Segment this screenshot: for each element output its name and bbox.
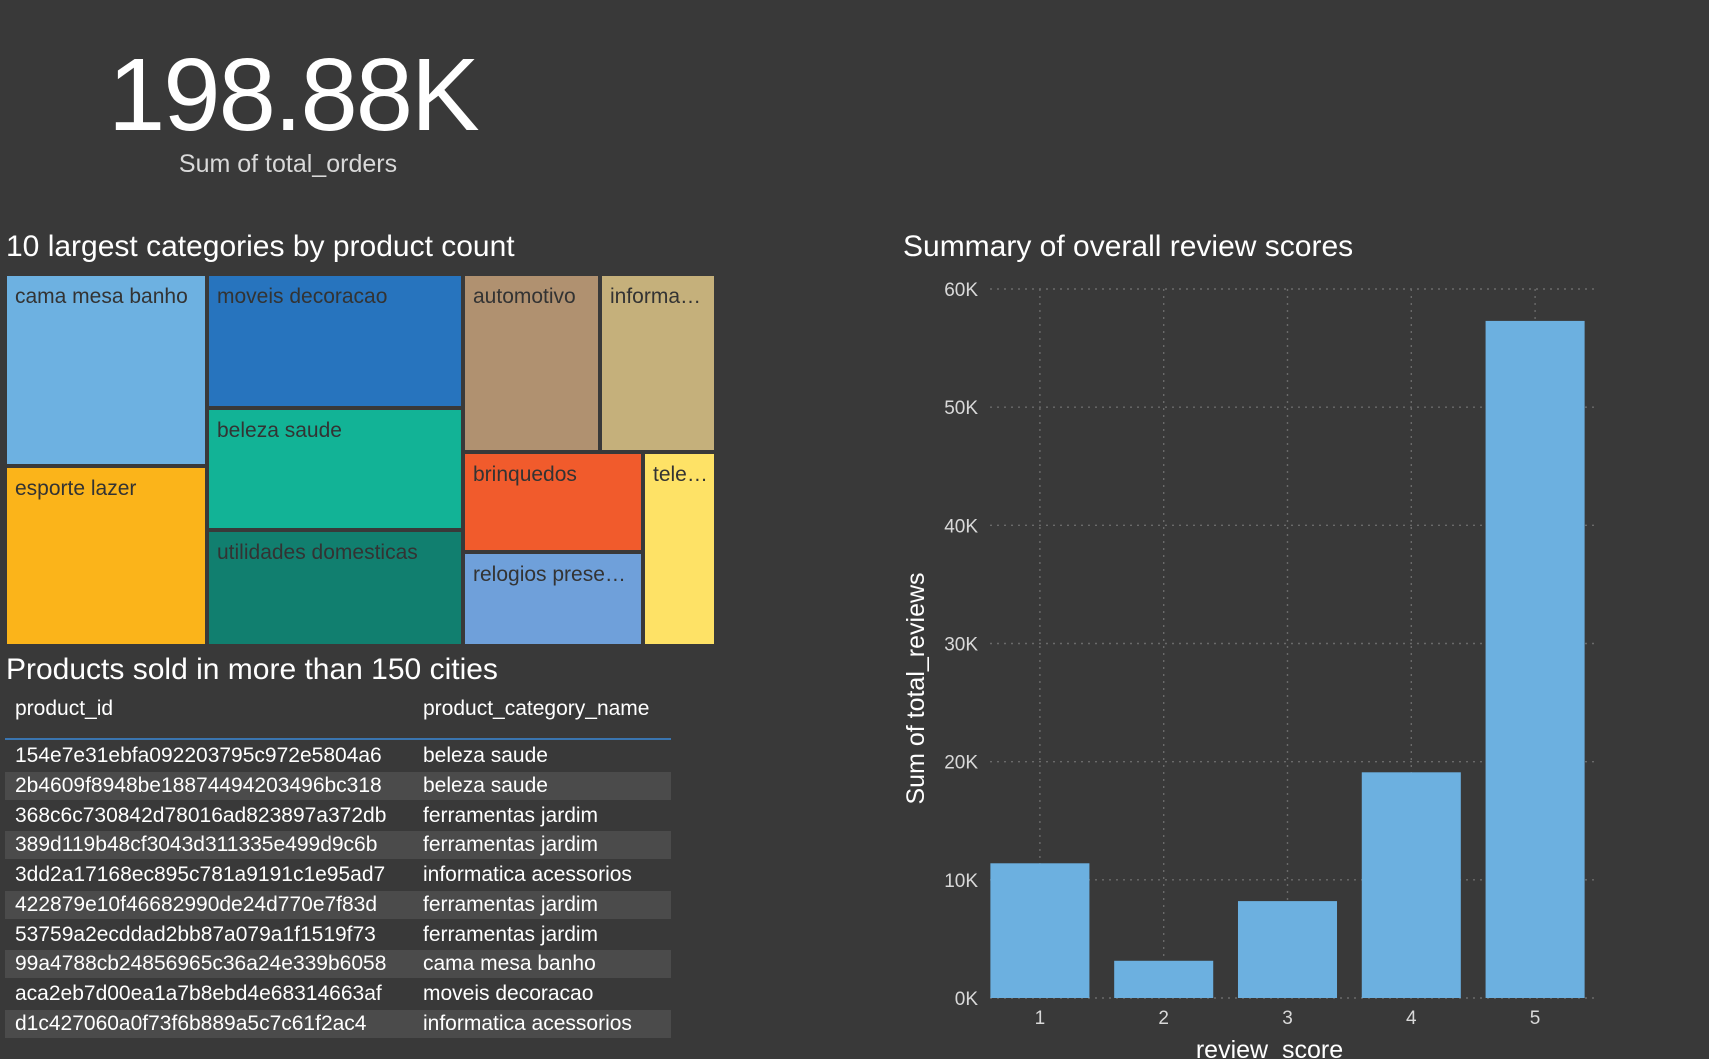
review-score-bar-chart: 0K 10K 20K 30K 40K 50K 60K 1 2 3 4 5 Sum of total_… <box>902 280 1599 1059</box>
table-row[interactable]: 99a4788cb24856965c36a24e339b6058 cama mes… <box>5 950 671 979</box>
x-axis-title: review_score <box>1196 1036 1343 1059</box>
treemap-tile-label: tele… <box>653 463 708 486</box>
cell-category: moveis decoracao <box>423 982 594 1005</box>
treemap-tile-label: informa… <box>610 285 702 308</box>
table-row[interactable]: 154e7e31ebfa092203795c972e5804a6 beleza s… <box>5 742 671 770</box>
x-tick-label: 1 <box>1035 1008 1046 1029</box>
table-row[interactable]: 422879e10f46682990de24d770e7f83d ferramen… <box>5 890 671 919</box>
cell-product-id: 3dd2a17168ec895c781a9191c1e95ad7 <box>15 863 386 886</box>
kpi-value: 198.88K <box>108 37 480 152</box>
cell-category: ferramentas jardim <box>423 803 599 827</box>
chart-bars <box>990 320 1585 998</box>
treemap-tile[interactable]: informa… <box>600 274 716 452</box>
cell-product-id: 389d119b48cf3043d311335e499d9c6b <box>15 833 378 857</box>
y-tick-label: 30K <box>944 635 978 656</box>
column-header-category[interactable]: product_category_name <box>423 697 650 720</box>
cell-category: beleza saude <box>423 773 548 797</box>
treemap-title: 10 largest categories by product count <box>6 230 515 263</box>
table-row[interactable]: d1c427060a0f73f6b889a5c7c61f2ac4 informat… <box>5 1009 671 1038</box>
treemap-tile-label: utilidades domesticas <box>217 541 418 564</box>
treemap-tile[interactable]: relogios prese… <box>463 552 643 646</box>
treemap-tile-label: cama mesa banho <box>15 285 188 308</box>
bar-review-score-3[interactable] <box>1237 901 1338 998</box>
treemap-tile[interactable]: esporte lazer <box>5 466 207 646</box>
bar-review-score-2[interactable] <box>1114 960 1214 998</box>
treemap-tile[interactable]: moveis decoracao <box>207 274 463 408</box>
treemap-tile-label: beleza saude <box>217 419 342 442</box>
x-tick-label: 4 <box>1406 1008 1417 1029</box>
bar-review-score-1[interactable] <box>990 863 1090 998</box>
kpi-label: Sum of total_orders <box>178 150 398 178</box>
y-tick-label: 60K <box>944 280 978 301</box>
category-treemap: cama mesa banho esporte lazer moveis dec… <box>5 274 716 646</box>
y-tick-label: 10K <box>944 871 978 892</box>
x-tick-label: 5 <box>1530 1008 1541 1029</box>
cell-category: ferramentas jardim <box>423 892 599 916</box>
chart-title: Summary of overall review scores <box>903 230 1354 263</box>
cell-category: ferramentas jardim <box>423 922 599 946</box>
y-axis-ticks: 0K 10K 20K 30K 40K 50K 60K <box>944 280 978 1010</box>
cell-product-id: 154e7e31ebfa092203795c972e5804a6 <box>15 744 382 767</box>
bar-review-score-4[interactable] <box>1361 772 1461 998</box>
treemap-tile-label: esporte lazer <box>15 477 137 500</box>
table-row[interactable]: aca2eb7d00ea1a7b8ebd4e68314663af moveis d… <box>5 980 671 1008</box>
x-tick-label: 3 <box>1282 1008 1293 1029</box>
cell-product-id: aca2eb7d00ea1a7b8ebd4e68314663af <box>15 982 382 1005</box>
treemap-tile[interactable]: automotivo <box>463 274 600 452</box>
treemap-tile-label: relogios prese… <box>473 563 626 586</box>
column-header-product-id[interactable]: product_id <box>15 697 114 720</box>
table-row[interactable]: 53759a2ecddad2bb87a079a1f1519f73 ferramen… <box>5 920 671 949</box>
treemap-tile-label: moveis decoracao <box>217 285 388 308</box>
x-axis-ticks: 1 2 3 4 5 <box>1035 1008 1541 1029</box>
cell-category: ferramentas jardim <box>423 833 599 857</box>
treemap-tile[interactable]: brinquedos <box>463 452 643 552</box>
cell-category: informatica acessorios <box>423 1011 632 1035</box>
cell-category: informatica acessorios <box>423 863 632 886</box>
table-row[interactable]: 3dd2a17168ec895c781a9191c1e95ad7 informat… <box>5 861 671 889</box>
cell-product-id: 422879e10f46682990de24d770e7f83d <box>15 892 378 916</box>
cell-product-id: 53759a2ecddad2bb87a079a1f1519f73 <box>15 922 376 946</box>
y-tick-label: 0K <box>955 989 979 1010</box>
y-tick-label: 20K <box>944 753 978 774</box>
treemap-tile-label: brinquedos <box>473 463 577 486</box>
x-tick-label: 2 <box>1158 1008 1169 1029</box>
cell-product-id: 2b4609f8948be18874494203496bc318 <box>15 773 382 797</box>
cell-product-id: d1c427060a0f73f6b889a5c7c61f2ac4 <box>15 1011 367 1035</box>
cell-product-id: 368c6c730842d78016ad823897a372db <box>15 803 387 827</box>
treemap-tile[interactable]: cama mesa banho <box>5 274 207 466</box>
table-header-row: product_id product_category_name <box>5 695 671 740</box>
y-tick-label: 40K <box>944 516 978 537</box>
treemap-tile[interactable]: beleza saude <box>207 408 463 530</box>
table-row[interactable]: 368c6c730842d78016ad823897a372db ferramen… <box>5 801 671 830</box>
treemap-tile[interactable]: tele… <box>643 452 716 646</box>
y-tick-label: 50K <box>944 398 978 419</box>
cell-category: beleza saude <box>423 744 548 767</box>
table-row[interactable]: 2b4609f8948be18874494203496bc318 beleza s… <box>5 771 671 800</box>
bar-review-score-5[interactable] <box>1485 320 1585 998</box>
table-row[interactable]: 389d119b48cf3043d311335e499d9c6b ferramen… <box>5 831 671 860</box>
treemap-tile-label: automotivo <box>473 285 576 308</box>
treemap-tile[interactable]: utilidades domesticas <box>207 530 463 646</box>
cell-category: cama mesa banho <box>423 952 596 976</box>
y-axis-title: Sum of total_reviews <box>902 572 930 804</box>
table-title: Products sold in more than 150 cities <box>6 653 498 686</box>
products-table: product_id product_category_name 154e7e3… <box>5 695 671 1040</box>
cell-product-id: 99a4788cb24856965c36a24e339b6058 <box>15 952 387 976</box>
